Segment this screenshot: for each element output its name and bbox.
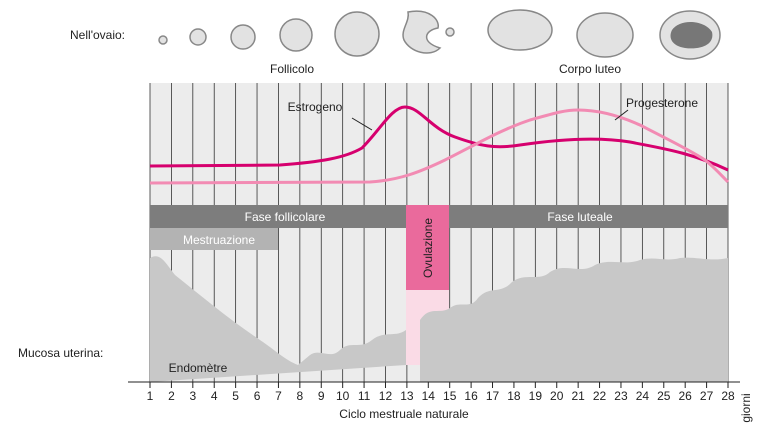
day-label: 4 (211, 389, 218, 403)
ovulation-bar (406, 205, 449, 290)
day-label: 14 (422, 389, 436, 403)
day-label: 19 (529, 389, 543, 403)
luteum-core (670, 21, 713, 49)
phase-label: Mestruazione (183, 233, 255, 247)
day-label: 17 (486, 389, 500, 403)
day-label: 28 (721, 389, 735, 403)
row-label: Nell'ovaio: (70, 28, 125, 42)
axis-unit: giorni (739, 393, 753, 422)
endometrium-shape (420, 257, 728, 382)
day-label: 26 (679, 389, 693, 403)
progesterone-curve (149, 108, 730, 185)
day-label: 20 (550, 389, 564, 403)
day-label: 9 (318, 389, 325, 403)
endometrium-shape (150, 256, 406, 382)
day-label: 15 (443, 389, 457, 403)
day-label: 18 (507, 389, 521, 403)
day-label: 8 (297, 389, 304, 403)
group-label: Follicolo (270, 62, 314, 76)
ovary-icons (158, 9, 721, 60)
day-label: 22 (593, 389, 607, 403)
day-label: 5 (232, 389, 239, 403)
day-label: 12 (379, 389, 393, 403)
day-labels: 1 2 3 4 5 6 7 8 9 10 11 12 13 14 15 16 17 18 19 20 21 22 23 24 2… (147, 382, 735, 403)
leader-line (614, 109, 629, 121)
day-label: 16 (464, 389, 478, 403)
phase-label: Ovulazione (421, 218, 435, 278)
day-label: 27 (700, 389, 714, 403)
day-label: 13 (400, 389, 414, 403)
day-label: 1 (147, 389, 154, 403)
mucosa-label: Endomètre (169, 361, 228, 375)
day-label: 7 (275, 389, 282, 403)
day-label: 25 (657, 389, 671, 403)
day-label: 21 (571, 389, 585, 403)
row-label: Mucosa uterina: (18, 346, 103, 360)
hormone-label: Estrogeno (288, 100, 343, 114)
day-label: 3 (189, 389, 196, 403)
day-label: 10 (336, 389, 350, 403)
phase-label: Fase follicolare (245, 210, 326, 224)
menstruation-bar (150, 228, 278, 250)
phase-label: Fase luteale (547, 210, 613, 224)
hormone-label: Progesterone (626, 96, 698, 110)
group-label: Corpo luteo (559, 62, 621, 76)
axis-title: Ciclo mestruale naturale (339, 407, 469, 421)
day-label: 2 (168, 389, 175, 403)
day-label: 11 (358, 389, 371, 403)
day-label: 23 (614, 389, 628, 403)
day-label: 6 (254, 389, 261, 403)
leader-line (351, 117, 373, 131)
day-label: 24 (636, 389, 650, 403)
estrogen-curve (149, 105, 729, 172)
